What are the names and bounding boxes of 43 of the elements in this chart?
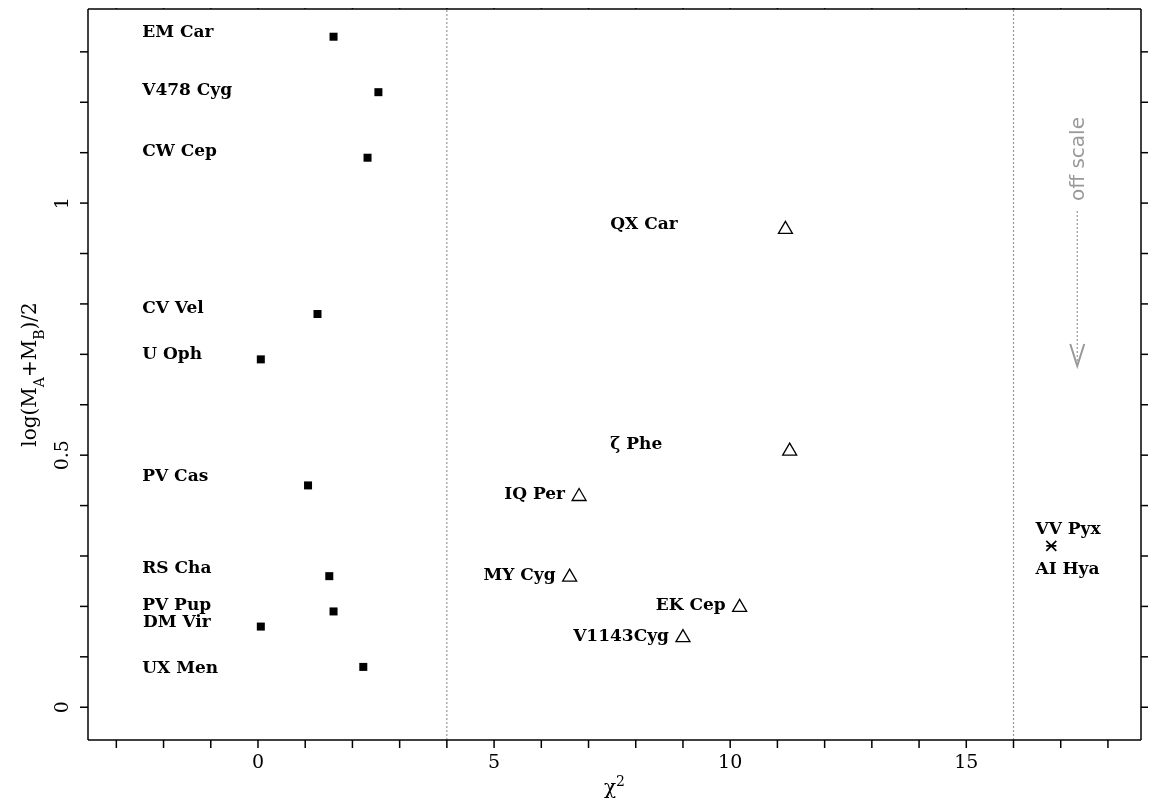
annotation: VV Pyx — [1034, 517, 1102, 538]
annotation: QX Car — [610, 212, 679, 233]
point — [256, 355, 265, 364]
annotation: UX Men — [142, 657, 219, 678]
point — [359, 662, 368, 671]
point — [325, 572, 334, 581]
annotation: off scale — [1065, 117, 1090, 201]
annotation: U Oph — [142, 342, 203, 363]
annotation: PV Pup — [142, 593, 212, 614]
annotation: V1143Cyg — [572, 624, 670, 645]
y-tick-label: 0 — [50, 701, 72, 714]
point — [1045, 540, 1058, 552]
annotation: CW Cep — [142, 139, 218, 160]
point — [329, 607, 338, 616]
point — [731, 598, 748, 613]
annotation: EK Cep — [655, 594, 726, 615]
point — [777, 220, 794, 234]
x-tick-label: 5 — [488, 750, 501, 772]
annotation: PV Cas — [142, 465, 209, 486]
annotation: EM Car — [142, 20, 215, 41]
x-tick-label: 0 — [251, 750, 265, 772]
y-tick-label: 1 — [50, 197, 72, 210]
point — [256, 622, 265, 631]
x-tick-label: 10 — [718, 750, 743, 772]
annotation: ζ Phe — [610, 433, 663, 454]
y-tick-label: 0.5 — [50, 440, 72, 471]
point — [329, 32, 338, 41]
annotation: V478 Cyg — [141, 78, 233, 99]
point — [571, 487, 587, 502]
point — [675, 629, 691, 643]
x-tick-label: 15 — [954, 750, 979, 772]
point — [363, 153, 372, 162]
point — [304, 481, 313, 490]
x-axis-title: χ$^{2}$ — [603, 773, 626, 799]
point — [782, 442, 798, 456]
annotation: MY Cyg — [483, 564, 556, 585]
point — [313, 310, 322, 318]
annotation: IQ Per — [504, 483, 567, 504]
annotation: RS Cha — [142, 557, 212, 578]
annotation: CV Vel — [142, 296, 205, 317]
point — [561, 568, 578, 582]
point — [374, 88, 383, 97]
annotation: AI Hya — [1034, 557, 1100, 578]
